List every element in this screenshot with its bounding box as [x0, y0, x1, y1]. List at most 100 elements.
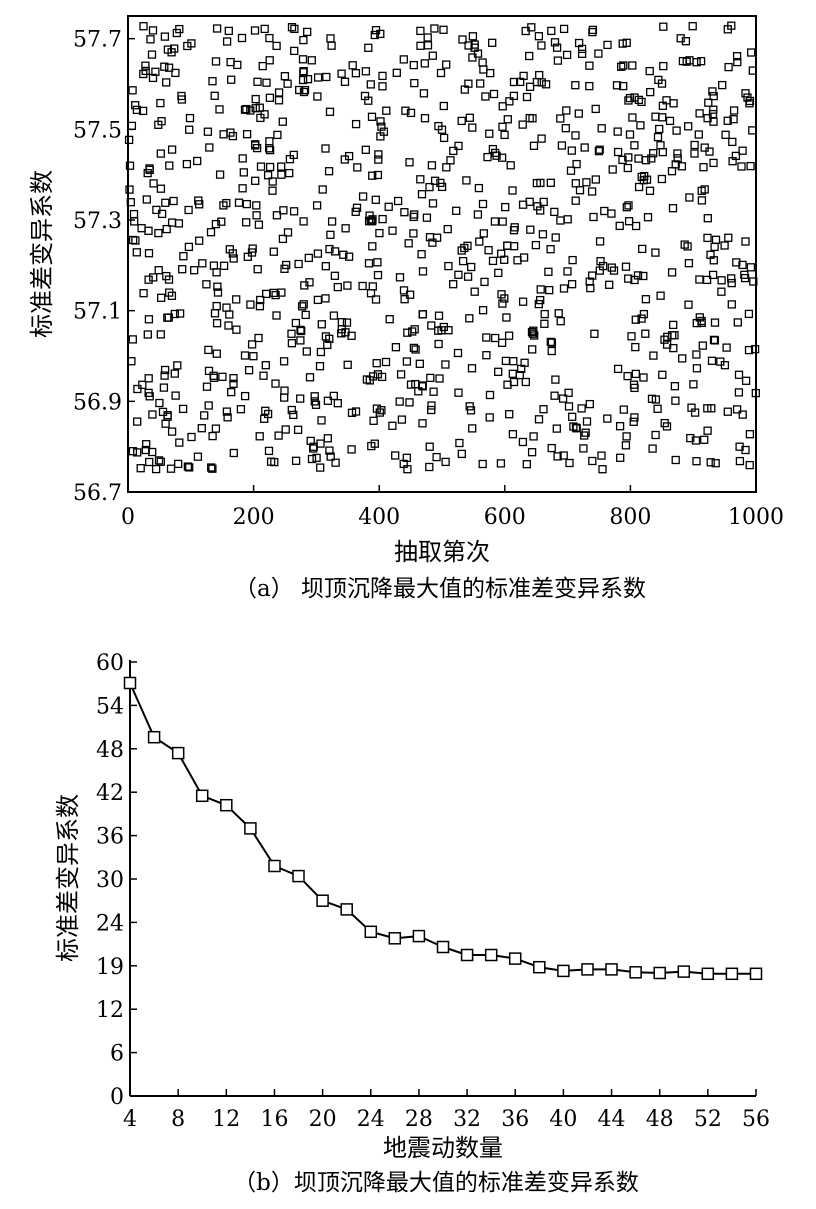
scatter-point — [298, 55, 308, 64]
scatter-point — [278, 117, 287, 126]
scatter-point — [305, 373, 315, 382]
scatter-point — [539, 405, 548, 414]
scatter-point — [619, 61, 628, 70]
scatter-point — [164, 313, 173, 322]
scatter-point — [729, 106, 739, 115]
scatter-point — [410, 210, 419, 219]
scatter-point — [484, 246, 493, 255]
scatter-point — [671, 396, 680, 405]
scatter-point — [734, 370, 744, 379]
scatter-point — [278, 234, 288, 244]
scatter-point — [300, 85, 310, 95]
scatter-point — [534, 32, 544, 41]
scatter-point — [449, 280, 458, 289]
scatter-point — [454, 388, 463, 397]
scatter-point — [266, 457, 276, 466]
scatter-point — [649, 351, 658, 360]
scatter-point — [234, 198, 244, 207]
scatter-point — [229, 379, 238, 388]
scatter-point — [556, 216, 565, 225]
scatter-point — [296, 325, 305, 335]
scatter-point — [597, 451, 606, 460]
scatter-point — [280, 72, 290, 81]
scatter-point — [274, 431, 283, 440]
scatter-point — [313, 92, 322, 101]
scatter-point — [588, 456, 597, 466]
scatter-point — [457, 116, 466, 126]
scatter-point — [210, 91, 219, 100]
data-point — [677, 965, 691, 978]
scatter-point — [337, 318, 347, 327]
scatter-point — [190, 266, 199, 275]
data-point — [460, 948, 474, 962]
scatter-point — [580, 143, 589, 152]
chart-a-y-ticks: 56.7 56.9 57.1 57.3 57.5 57.7 — [73, 28, 135, 506]
scatter-point — [478, 58, 487, 67]
scatter-point — [708, 270, 718, 280]
scatter-point — [509, 77, 519, 87]
scatter-point — [226, 57, 235, 67]
scatter-point — [364, 96, 373, 105]
scatter-point — [629, 417, 638, 426]
scatter-point — [460, 85, 469, 94]
scatter-point — [162, 78, 171, 87]
scatter-point — [272, 311, 281, 320]
scatter-point — [427, 321, 436, 330]
scatter-point — [279, 357, 289, 366]
scatter-point — [537, 41, 546, 50]
scatter-point — [408, 327, 417, 336]
scatter-point — [574, 38, 584, 48]
scatter-point — [374, 150, 383, 159]
scatter-point — [400, 295, 409, 304]
scatter-point — [156, 98, 165, 108]
scatter-point — [622, 203, 631, 212]
scatter-point — [418, 419, 427, 428]
scatter-point — [516, 77, 525, 87]
data-point — [316, 894, 329, 907]
scatter-point — [202, 382, 212, 391]
scatter-point — [208, 431, 217, 441]
scatter-point — [133, 417, 142, 426]
scatter-point — [546, 245, 555, 254]
scatter-point — [373, 258, 382, 267]
scatter-point — [155, 398, 164, 408]
y-tick-label: 60 — [96, 651, 124, 676]
scatter-point — [423, 33, 432, 42]
scatter-point — [684, 122, 693, 131]
scatter-point — [238, 184, 247, 193]
scatter-point — [741, 89, 750, 98]
scatter-point — [478, 306, 488, 315]
scatter-point — [697, 318, 706, 328]
scatter-point — [525, 51, 534, 61]
scatter-point — [703, 214, 712, 223]
scatter-point — [669, 320, 678, 330]
scatter-point — [609, 266, 619, 275]
scatter-point — [156, 149, 165, 158]
scatter-point — [316, 463, 325, 472]
chart-a-x-axis-label: 抽取第次 — [394, 538, 490, 566]
scatter-point — [305, 278, 314, 287]
scatter-point — [518, 200, 528, 209]
scatter-point — [741, 237, 750, 246]
chart-a-caption: （a） 坝顶沉降最大值的标准差变异系数 — [234, 576, 646, 602]
scatter-point — [131, 101, 140, 110]
scatter-point — [500, 294, 509, 303]
scatter-point — [618, 155, 627, 165]
scatter-point — [574, 109, 583, 118]
scatter-point — [724, 233, 733, 242]
scatter-point — [624, 153, 633, 162]
scatter-point — [485, 413, 494, 422]
scatter-point — [625, 93, 635, 103]
scatter-point — [703, 426, 712, 435]
scatter-point — [242, 199, 251, 209]
scatter-point — [218, 372, 227, 381]
scatter-point — [547, 26, 556, 36]
scatter-point — [547, 338, 557, 347]
scatter-point — [409, 229, 418, 238]
scatter-point — [212, 268, 221, 277]
scatter-point — [409, 343, 419, 353]
scatter-point — [537, 134, 546, 143]
scatter-point — [591, 104, 600, 114]
scatter-point — [167, 291, 177, 300]
scatter-point — [426, 373, 435, 383]
